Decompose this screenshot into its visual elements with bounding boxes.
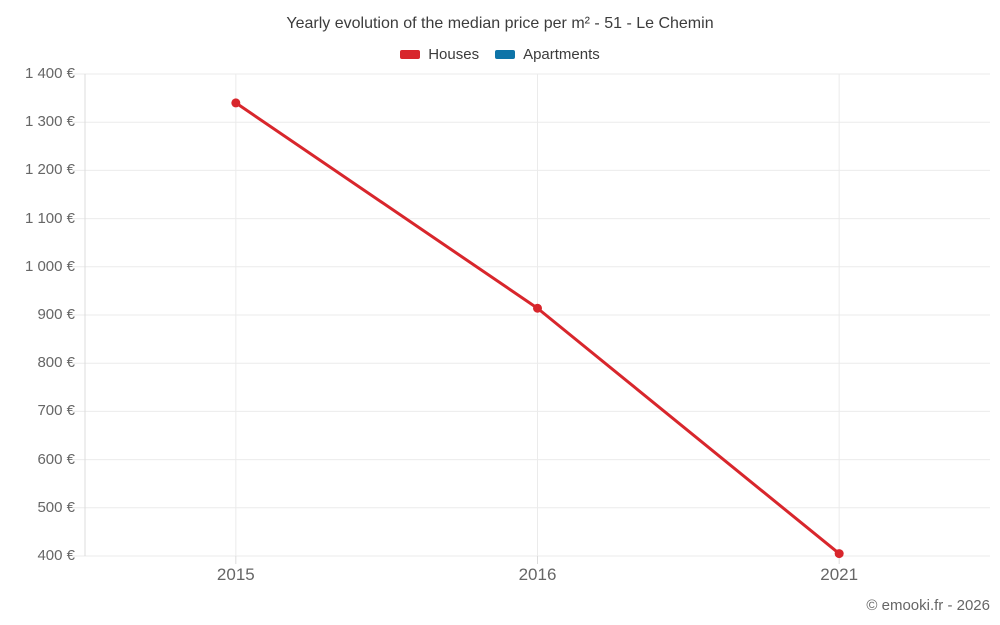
- legend: Houses Apartments: [0, 46, 1000, 63]
- y-tick-label: 1 200 €: [24, 161, 75, 179]
- chart-title: Yearly evolution of the median price per…: [286, 15, 714, 32]
- y-tick-label: 1 300 €: [24, 113, 75, 131]
- x-tick-label: 2016: [518, 565, 557, 584]
- y-tick-label: 500 €: [37, 498, 75, 516]
- x-tick-label: 2021: [820, 565, 859, 584]
- legend-swatch-apartments-icon: [495, 50, 516, 59]
- legend-swatch-houses-icon: [400, 50, 421, 59]
- y-tick-label: 600 €: [37, 450, 75, 468]
- y-tick-label: 700 €: [37, 402, 75, 420]
- chart-footer: © emooki.fr - 2026: [866, 597, 990, 614]
- y-tick-label: 1 400 €: [24, 65, 75, 82]
- legend-label-houses: Houses: [428, 46, 480, 63]
- legend-item[interactable]: Apartments: [495, 46, 600, 63]
- y-tick-label: 900 €: [37, 306, 75, 323]
- data-point-houses: [533, 303, 542, 313]
- data-point-houses: [231, 98, 241, 108]
- legend-item[interactable]: Houses: [400, 46, 479, 63]
- y-tick-label: 400 €: [37, 547, 75, 564]
- data-point-houses: [834, 549, 844, 559]
- y-tick-label: 800 €: [37, 354, 75, 372]
- legend-label-apartments: Apartments: [523, 46, 600, 63]
- y-tick-label: 1 000 €: [24, 257, 75, 275]
- y-tick-label: 1 100 €: [24, 209, 75, 227]
- x-tick-label: 2015: [216, 565, 255, 584]
